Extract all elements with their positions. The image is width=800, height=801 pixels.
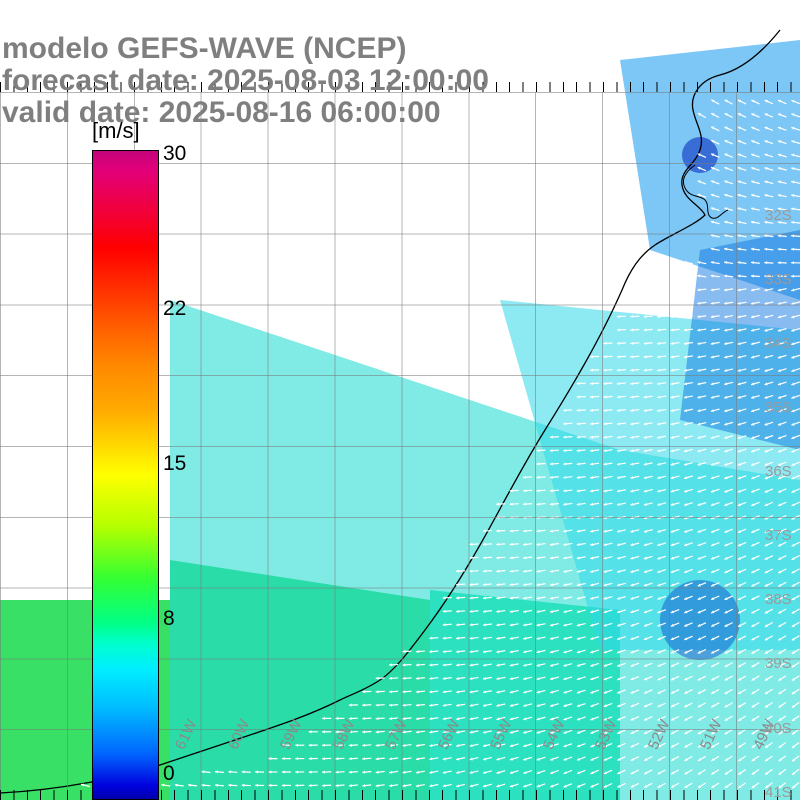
longitude-label-57W: 57W xyxy=(382,717,410,752)
wind-speed-map: modelo GEFS-WAVE (NCEP) forecast date: 2… xyxy=(0,0,800,800)
longitude-label-61W: 61W xyxy=(172,717,200,752)
latitude-label-39S: 39S xyxy=(765,655,792,672)
colorbar-tick-0: 0 xyxy=(163,762,175,786)
colorbar-tick-30: 30 xyxy=(163,142,186,166)
longitude-label-51W: 51W xyxy=(697,717,725,752)
longitude-label-55W: 55W xyxy=(487,717,515,752)
latitude-label-34S: 34S xyxy=(765,335,792,352)
latitude-label-40S: 40S xyxy=(765,720,792,737)
title-forecast-date: forecast date: 2025-08-03 12:00:00 xyxy=(2,64,489,98)
longitude-label-60W: 60W xyxy=(225,717,253,752)
colorbar-tick-8: 8 xyxy=(163,607,175,631)
longitude-label-53W: 53W xyxy=(592,717,620,752)
latitude-label-41S: 41S xyxy=(765,784,792,801)
colorbar-tick-15: 15 xyxy=(163,452,186,476)
latitude-label-32S: 32S xyxy=(765,207,792,224)
longitude-label-49W: 49W xyxy=(750,717,778,752)
title-model-name: modelo GEFS-WAVE (NCEP) xyxy=(2,32,406,66)
top-axis-ticks xyxy=(0,82,800,92)
latitude-label-37S: 37S xyxy=(765,527,792,544)
longitude-label-52W: 52W xyxy=(645,717,673,752)
colorbar-gradient[interactable] xyxy=(92,150,159,800)
longitude-label-54W: 54W xyxy=(540,717,568,752)
latitude-label-38S: 38S xyxy=(765,591,792,608)
longitude-label-58W: 58W xyxy=(330,717,358,752)
longitude-label-56W: 56W xyxy=(435,717,463,752)
colorbar-unit-label: [m/s] xyxy=(92,118,140,144)
latitude-label-35S: 35S xyxy=(765,399,792,416)
latitude-label-33S: 33S xyxy=(765,271,792,288)
latitude-label-36S: 36S xyxy=(765,463,792,480)
title-valid-date: valid date: 2025-08-16 06:00:00 xyxy=(2,96,441,130)
longitude-label-59W: 59W xyxy=(277,717,305,752)
colorbar-tick-22: 22 xyxy=(163,297,186,321)
